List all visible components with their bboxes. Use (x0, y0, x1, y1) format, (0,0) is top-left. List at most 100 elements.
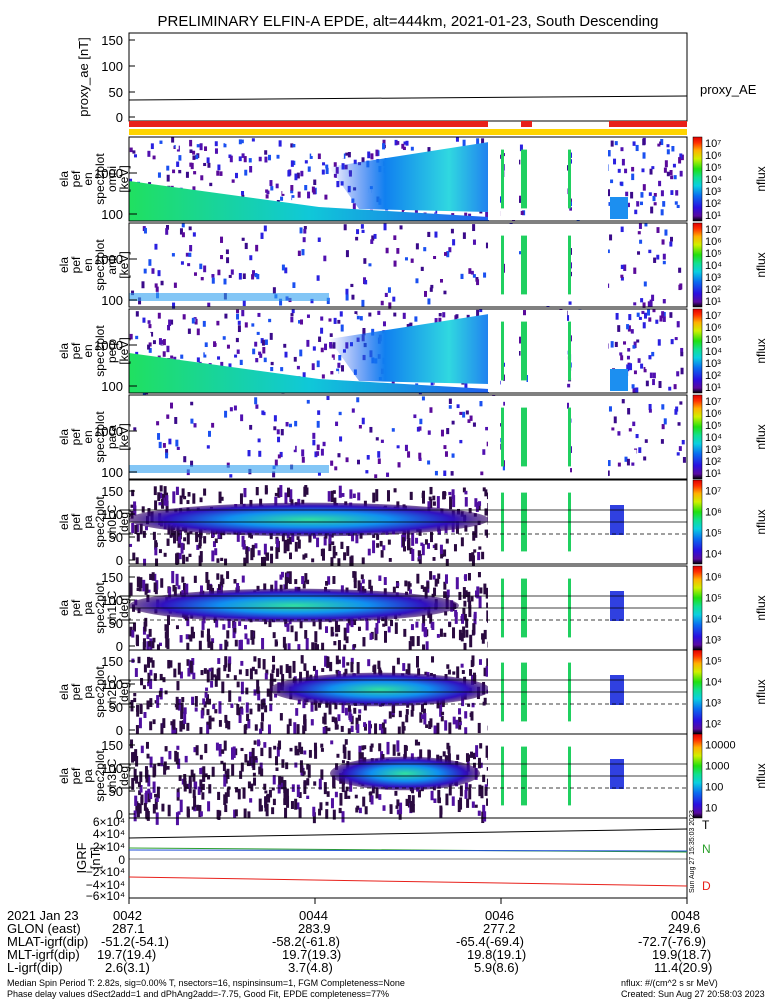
spectrogram-pixel (632, 345, 636, 349)
spectrogram-pixel (160, 723, 164, 736)
spectrogram-pixel (157, 492, 161, 502)
series-line-proxy-ae (128, 95, 688, 101)
spectrogram-pixel (239, 639, 243, 650)
spectrogram-pixel (429, 498, 433, 509)
spectrogram-pixel (232, 746, 236, 759)
spectrogram-pixel (432, 544, 436, 549)
spectrogram-pixel (257, 739, 261, 747)
spectrogram-pixel (411, 532, 415, 546)
spectrogram-pixel (161, 803, 165, 812)
spectrogram-pixel (306, 339, 310, 347)
spectrogram-pixel (138, 717, 142, 729)
spectrogram-pixel (662, 299, 666, 304)
spectrogram-pixel (205, 694, 209, 705)
spectrogram-pixel (187, 328, 191, 334)
spectrogram-pixel (464, 590, 468, 598)
spectrogram-pixel (206, 722, 210, 735)
spectrogram-pixel (145, 583, 149, 594)
spectrogram-pixel (426, 543, 430, 549)
colorbar-tick-label: 10⁶ (705, 408, 722, 420)
spectrogram-pixel (193, 575, 197, 583)
spectrogram-pixel (662, 316, 666, 322)
spectrogram-pixel (357, 626, 361, 631)
spectrogram-pixel (455, 577, 459, 590)
spectrogram-pixel (224, 714, 228, 723)
spectrogram-pixel (162, 443, 166, 448)
spectrogram-pixel (486, 658, 490, 670)
spectrogram-pixel (673, 384, 677, 390)
colorbar-tick-label: 10000 (705, 740, 736, 752)
spectrogram-pixel (391, 428, 395, 432)
spectrogram-pixel (417, 550, 421, 556)
spectrogram-pixel (186, 806, 190, 817)
spectrogram-pixel (416, 636, 420, 646)
spectrogram-pixel (455, 719, 459, 729)
spectrogram-pixel (226, 768, 230, 780)
spectrogram-pixel (131, 629, 135, 638)
spectrogram-pixel (429, 672, 433, 677)
spectrogram-pixel (637, 231, 641, 235)
spectrogram-pixel (297, 191, 301, 198)
spectrogram-pixel (236, 349, 240, 354)
spectrogram-pixel (419, 712, 423, 723)
spectrogram-pixel (218, 810, 222, 816)
spectrogram-pixel (447, 669, 451, 675)
spectrogram-pixel (331, 716, 335, 723)
ytick-label: 100 (101, 379, 123, 394)
spectrogram-pixel (620, 226, 624, 233)
data-gap (488, 138, 500, 220)
spectrogram-pixel (244, 322, 248, 328)
spectrogram-band (129, 293, 329, 301)
spectrogram-pixel (658, 329, 662, 337)
spectrogram-pixel (344, 790, 348, 800)
spectrogram-pixel (239, 359, 243, 366)
spectrogram-pixel (456, 666, 460, 679)
spectrogram-pixel (239, 770, 243, 779)
spectrogram-pixel (229, 155, 233, 163)
spectrogram-pixel (670, 175, 674, 180)
spectrogram-pixel (149, 669, 153, 676)
ytick-label: −6×10⁴ (86, 889, 125, 903)
spectrogram-pixel (615, 148, 619, 154)
spectrogram-pixel (154, 243, 158, 250)
spectrogram-pixel (656, 254, 660, 260)
value-cell: 287.1 (112, 921, 145, 936)
colorbar (692, 565, 703, 651)
spectrogram-pixel (300, 170, 304, 177)
spectrogram-pixel (225, 720, 229, 729)
spectrogram-pixel (401, 433, 405, 440)
spectrogram-pixel (176, 681, 180, 691)
spectrogram-pixel (238, 273, 242, 280)
spectrogram-pixel (338, 807, 342, 814)
spectrogram-pixel (401, 143, 405, 149)
spectrogram-pixel (459, 411, 463, 415)
spectrogram-pixel (633, 341, 637, 349)
data-gap (505, 396, 519, 478)
colorbar-tick-label: 10⁴ (705, 260, 722, 272)
spectrogram-pixel (363, 258, 367, 264)
spectrogram-pixel (279, 584, 283, 592)
spectrogram-pixel (261, 339, 265, 346)
spectrogram-pixel (672, 163, 676, 168)
spectrogram-pixel (661, 239, 665, 245)
spectrogram-pixel (324, 655, 328, 667)
spectrogram-pixel (210, 680, 214, 688)
spectrogram-pixel (412, 441, 416, 448)
spectrogram-pixel (255, 244, 259, 252)
spectrogram-pixel (264, 705, 268, 713)
spectrogram-pixel (467, 301, 471, 309)
spectrogram-pixel (157, 433, 161, 440)
colorbar (692, 649, 703, 735)
spectrogram-pixel (479, 762, 483, 768)
spectrogram-pixel (158, 338, 162, 345)
spectrogram-pixel (314, 289, 318, 293)
spectrogram-pixel (472, 224, 476, 232)
y-axis-label: ela (57, 600, 71, 616)
spectrogram-pixel (168, 750, 172, 760)
spectrogram-pixel (427, 298, 431, 305)
spectrogram-pixel (175, 144, 179, 150)
spectrogram-pixel (353, 313, 357, 320)
spectrogram-pixel (154, 500, 158, 510)
colorbar-tick-label: 10⁵ (705, 593, 722, 605)
spectrogram-pixel (638, 316, 642, 320)
